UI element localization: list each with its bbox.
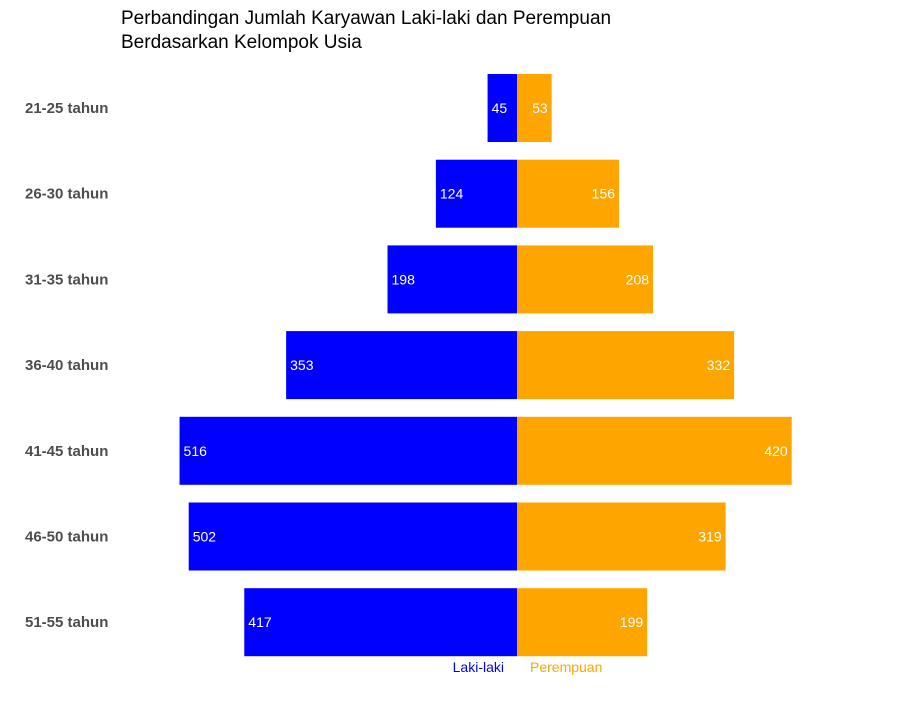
bar-laki-laki-31-35-tahun <box>387 245 517 314</box>
value-label-perempuan-31-35-tahun: 208 <box>626 271 650 287</box>
category-label-31-35-tahun: 31-35 tahun <box>25 271 108 288</box>
category-axis: 21-25 tahun 26-30 tahun 31-35 tahun 36-40 t… <box>25 100 108 631</box>
legend-perempuan: Perempuan <box>530 659 602 675</box>
bar-laki-laki-21-25-tahun <box>487 74 517 142</box>
value-label-perempuan-46-50-tahun: 319 <box>698 529 722 545</box>
category-label-41-45-tahun: 41-45 tahun <box>25 443 108 460</box>
bar-perempuan-36-40-tahun <box>517 331 735 400</box>
value-label-perempuan-21-25-tahun: 53 <box>532 100 548 116</box>
value-label-laki-laki-51-55-tahun: 417 <box>248 614 272 630</box>
bars-group <box>179 74 792 657</box>
value-label-perempuan-51-55-tahun: 199 <box>620 614 644 630</box>
bar-perempuan-21-25-tahun <box>517 74 552 142</box>
bar-perempuan-31-35-tahun <box>517 245 654 314</box>
bar-laki-laki-51-55-tahun <box>244 588 518 657</box>
value-label-laki-laki-31-35-tahun: 198 <box>392 271 416 287</box>
value-label-perempuan-36-40-tahun: 332 <box>707 357 731 373</box>
bar-perempuan-51-55-tahun <box>517 588 648 657</box>
bar-laki-laki-46-50-tahun <box>188 502 517 571</box>
chart-subtitle: Berdasarkan Kelompok Usia <box>121 32 362 53</box>
value-label-laki-laki-36-40-tahun: 353 <box>290 357 314 373</box>
value-label-laki-laki-46-50-tahun: 502 <box>193 529 217 545</box>
legend-laki-laki: Laki-laki <box>453 659 504 675</box>
category-label-26-30-tahun: 26-30 tahun <box>25 186 108 203</box>
bar-perempuan-26-30-tahun <box>517 159 620 228</box>
value-label-perempuan-26-30-tahun: 156 <box>592 186 616 202</box>
bar-laki-laki-41-45-tahun <box>179 416 517 485</box>
bar-perempuan-46-50-tahun <box>517 502 726 571</box>
value-label-laki-laki-21-25-tahun: 45 <box>492 100 508 116</box>
category-label-51-55-tahun: 51-55 tahun <box>25 614 108 631</box>
value-label-perempuan-41-45-tahun: 420 <box>764 443 788 459</box>
bar-perempuan-41-45-tahun <box>517 416 792 485</box>
bar-laki-laki-26-30-tahun <box>435 159 517 228</box>
category-label-21-25-tahun: 21-25 tahun <box>25 100 108 117</box>
value-label-laki-laki-41-45-tahun: 516 <box>184 443 208 459</box>
category-label-46-50-tahun: 46-50 tahun <box>25 529 108 546</box>
category-label-36-40-tahun: 36-40 tahun <box>25 357 108 374</box>
value-labels: 45 53 124 156 198 208 353 332 516 420 502 319 417 199 <box>184 100 788 630</box>
bar-laki-laki-36-40-tahun <box>286 331 517 400</box>
value-label-laki-laki-26-30-tahun: 124 <box>440 186 464 202</box>
chart-title: Perbandingan Jumlah Karyawan Laki-laki d… <box>121 8 611 29</box>
